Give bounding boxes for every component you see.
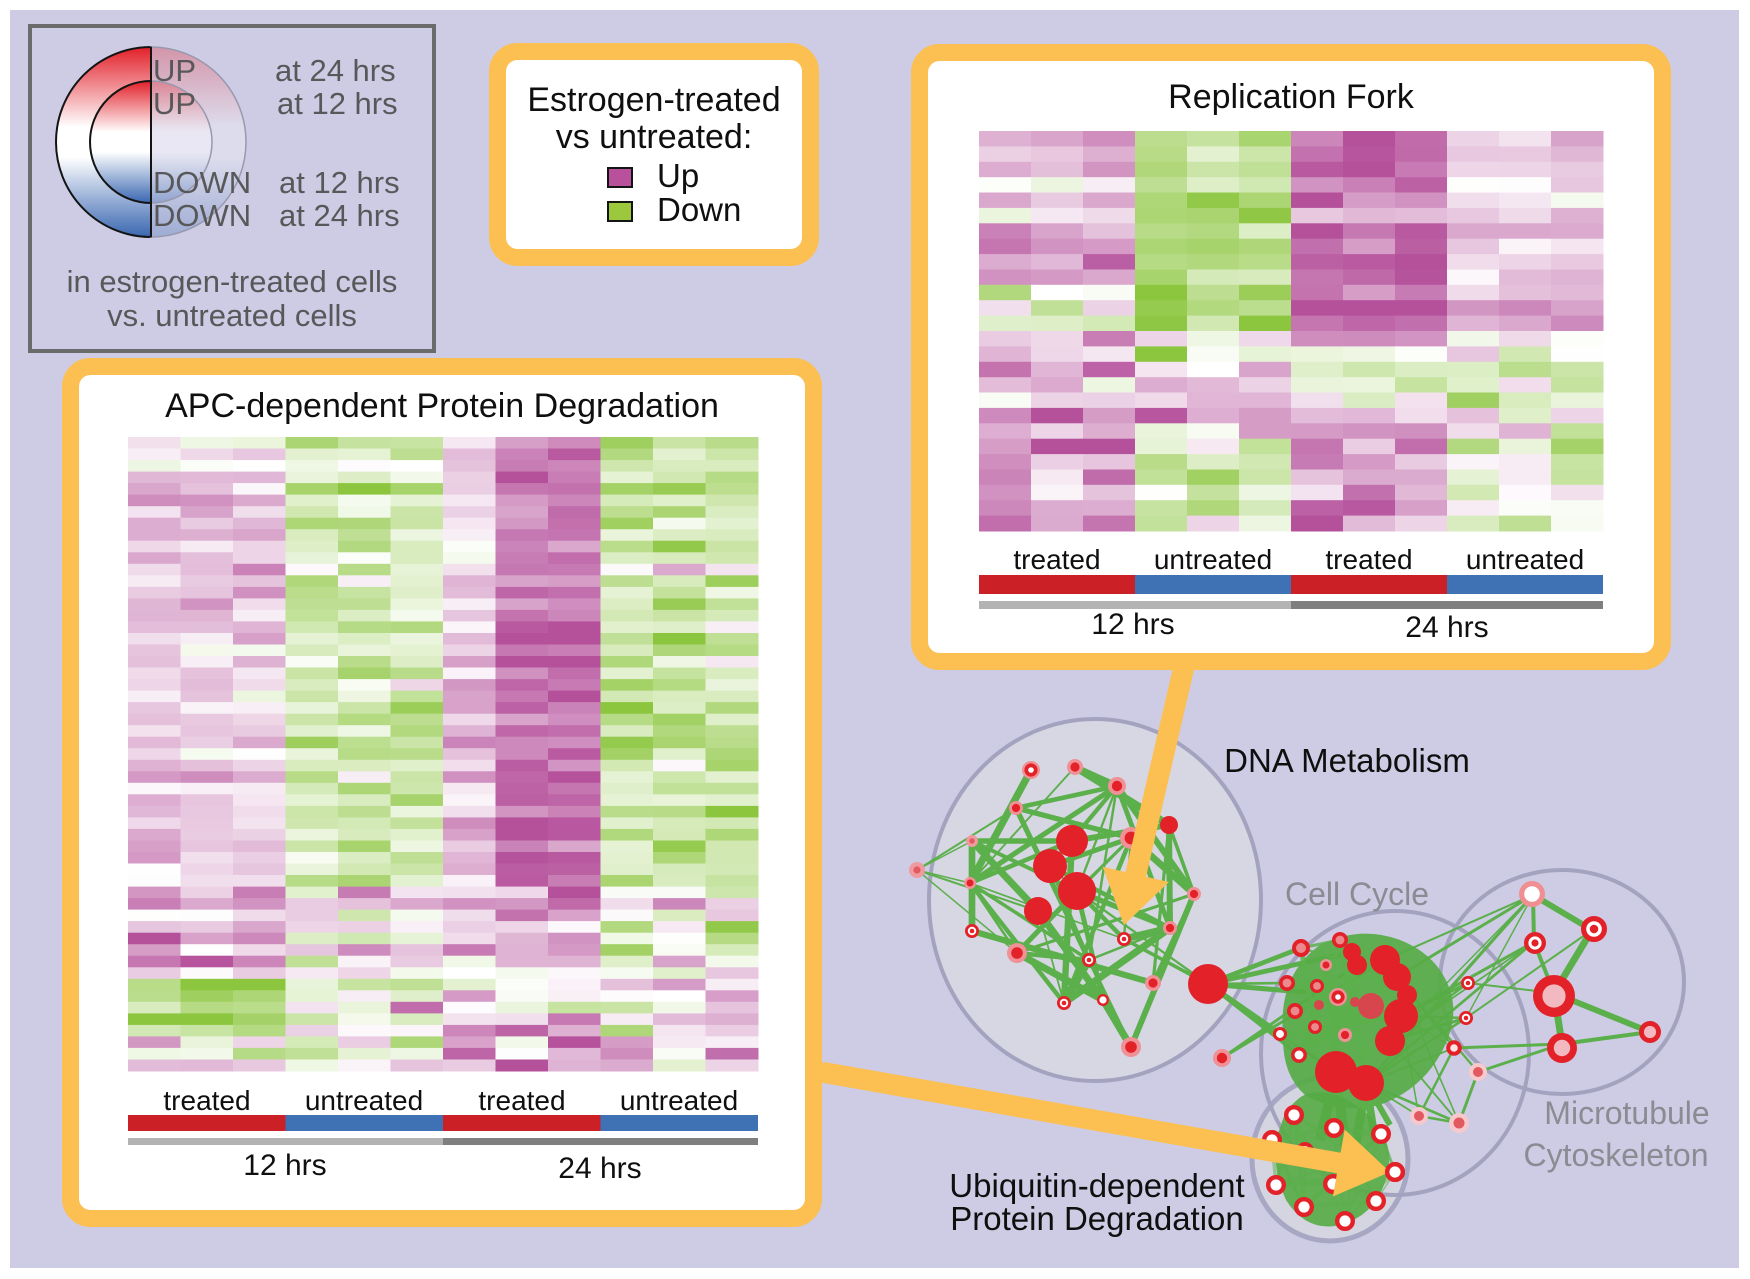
svg-text:treated: treated bbox=[163, 1085, 250, 1116]
svg-text:vs untreated:: vs untreated: bbox=[556, 118, 753, 156]
svg-text:DOWN: DOWN bbox=[153, 165, 251, 200]
svg-text:at 24 hrs: at 24 hrs bbox=[275, 53, 396, 88]
svg-text:Up: Up bbox=[657, 157, 699, 194]
svg-text:Replication Fork: Replication Fork bbox=[1168, 78, 1415, 116]
svg-text:at 12 hrs: at 12 hrs bbox=[279, 165, 400, 200]
svg-text:DNA Metabolism: DNA Metabolism bbox=[1224, 742, 1470, 779]
svg-text:24 hrs: 24 hrs bbox=[1405, 611, 1488, 644]
svg-text:treated: treated bbox=[1325, 544, 1412, 575]
svg-text:Cell Cycle: Cell Cycle bbox=[1285, 876, 1429, 912]
svg-text:vs. untreated cells: vs. untreated cells bbox=[107, 298, 357, 333]
svg-text:at 12 hrs: at 12 hrs bbox=[277, 86, 398, 121]
svg-text:24 hrs: 24 hrs bbox=[558, 1152, 641, 1185]
svg-text:treated: treated bbox=[478, 1085, 565, 1116]
svg-text:12 hrs: 12 hrs bbox=[243, 1149, 326, 1182]
svg-text:UP: UP bbox=[153, 53, 196, 88]
svg-text:APC-dependent Protein Degradat: APC-dependent Protein Degradation bbox=[165, 387, 719, 425]
svg-text:Down: Down bbox=[657, 191, 741, 228]
svg-text:UP: UP bbox=[153, 86, 196, 121]
svg-text:untreated: untreated bbox=[305, 1085, 423, 1116]
svg-text:untreated: untreated bbox=[1466, 544, 1584, 575]
svg-text:12 hrs: 12 hrs bbox=[1091, 608, 1174, 641]
svg-text:treated: treated bbox=[1013, 544, 1100, 575]
svg-text:untreated: untreated bbox=[1154, 544, 1272, 575]
svg-text:Protein Degradation: Protein Degradation bbox=[950, 1200, 1244, 1237]
svg-text:DOWN: DOWN bbox=[153, 198, 251, 233]
svg-text:Estrogen-treated: Estrogen-treated bbox=[527, 81, 780, 119]
svg-text:Microtubule: Microtubule bbox=[1544, 1095, 1709, 1131]
svg-text:in estrogen-treated cells: in estrogen-treated cells bbox=[67, 264, 398, 299]
svg-text:at 24 hrs: at 24 hrs bbox=[279, 198, 400, 233]
svg-text:Ubiquitin-dependent: Ubiquitin-dependent bbox=[949, 1167, 1244, 1204]
svg-text:untreated: untreated bbox=[620, 1085, 738, 1116]
svg-text:Cytoskeleton: Cytoskeleton bbox=[1524, 1137, 1709, 1173]
